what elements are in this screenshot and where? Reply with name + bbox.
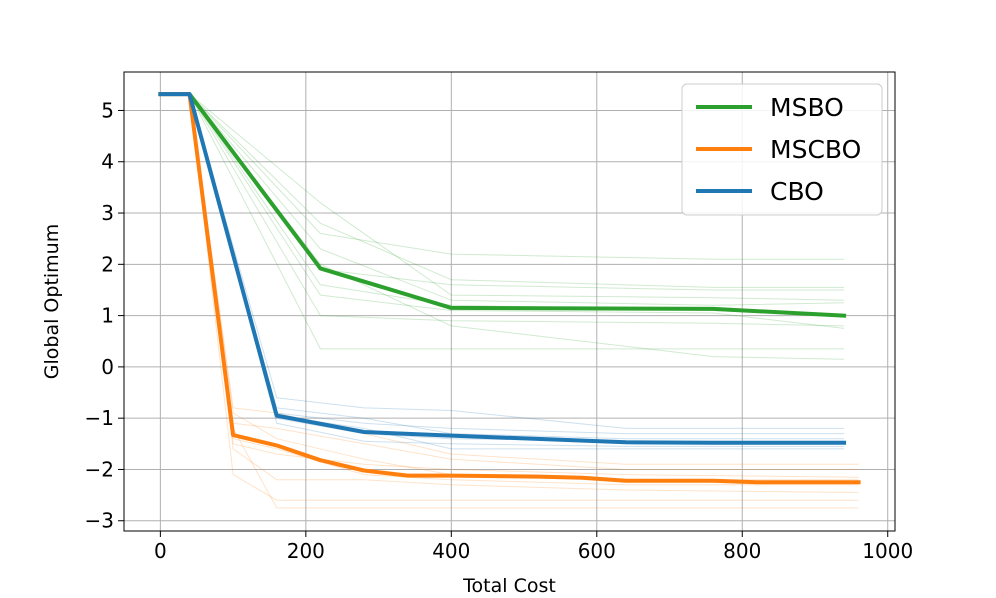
- legend-label-cbo: CBO: [770, 177, 824, 206]
- grid: [124, 72, 895, 531]
- run-line-msbo: [189, 93, 845, 327]
- y-tick-label: −3: [85, 509, 114, 533]
- series-line-cbo: [158, 92, 847, 445]
- x-tick-label: 0: [154, 539, 167, 563]
- run-line-cbo: [189, 93, 845, 429]
- x-tick-label: 800: [723, 539, 761, 563]
- series-lines: [158, 92, 861, 485]
- y-axis-label: Global Optimum: [41, 224, 63, 379]
- run-line-mscbo: [189, 94, 859, 486]
- legend-box: [681, 83, 883, 216]
- series-line-mscbo: [158, 92, 861, 485]
- run-line-msbo: [189, 93, 845, 350]
- plot-frame: [123, 71, 896, 532]
- run-line-msbo: [189, 93, 845, 301]
- run-line-mscbo: [189, 94, 859, 478]
- x-tick-label: 200: [287, 539, 325, 563]
- run-line-mscbo: [189, 94, 859, 493]
- y-tick-label: 5: [101, 98, 114, 122]
- y-tick-label: 1: [101, 304, 114, 328]
- axis-ticks: 0 200 400 600 800 1000 5 4 3 2 1 0 −1 −2 −3: [85, 98, 914, 563]
- x-tick-label: 1000: [862, 539, 913, 563]
- y-tick-label: 0: [101, 355, 114, 379]
- x-tick-label: 400: [432, 539, 470, 563]
- legend-label-mscbo: MSCBO: [770, 135, 861, 164]
- run-line-msbo: [189, 93, 845, 306]
- run-line-mscbo: [189, 94, 859, 501]
- x-axis-label: Total Cost: [462, 575, 556, 597]
- x-tick-label: 600: [578, 539, 616, 563]
- run-line-msbo: [189, 93, 845, 329]
- y-tick-label: 3: [101, 201, 114, 225]
- y-tick-label: −2: [85, 457, 114, 481]
- y-tick-label: 4: [101, 150, 114, 174]
- legend: MSBO MSCBO CBO: [681, 83, 883, 216]
- run-line-msbo: [189, 93, 845, 260]
- y-tick-label: −1: [85, 406, 114, 430]
- run-line-msbo: [189, 93, 845, 288]
- legend-label-msbo: MSBO: [770, 93, 844, 122]
- y-tick-label: 2: [101, 252, 114, 276]
